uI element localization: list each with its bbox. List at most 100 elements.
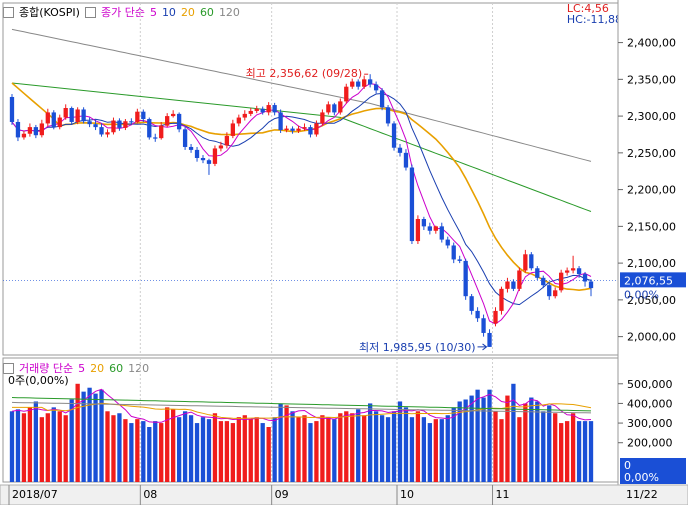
candle-body: [242, 113, 247, 118]
candle-body: [129, 121, 134, 123]
volume-bar: [517, 417, 522, 482]
volume-bar: [427, 423, 432, 482]
volume-bar: [93, 393, 98, 482]
volume-bar: [451, 407, 456, 482]
candle-body: [87, 121, 92, 125]
volume-bar: [21, 413, 27, 482]
x-tick-label-end: 11/22: [626, 488, 658, 501]
candle-body: [445, 239, 450, 246]
candle-body: [224, 135, 230, 146]
candle-body: [218, 145, 224, 149]
volume-tick-label: 200,000: [627, 437, 673, 450]
candle-body: [171, 113, 176, 117]
ma60-line: [11, 82, 592, 212]
volume-bar: [182, 411, 188, 482]
candle-body: [123, 121, 128, 128]
volume-bar: [296, 417, 301, 482]
hc-value: HC:-11,88: [566, 13, 622, 26]
x-axis-strip: [0, 484, 688, 505]
volume-bar: [224, 421, 230, 482]
candle-body: [576, 268, 582, 275]
volume-bar: [338, 413, 343, 482]
candle-body: [421, 219, 427, 227]
candle-body: [547, 285, 552, 297]
candle-body: [499, 288, 504, 311]
volume-bar: [278, 403, 283, 482]
volume-bar: [332, 419, 337, 482]
ma10-line: [11, 92, 592, 306]
candle-body: [415, 219, 421, 242]
candle-body: [165, 116, 170, 126]
ma-period-20: 20: [180, 5, 195, 19]
candle-body: [523, 254, 528, 271]
volume-bar: [194, 423, 200, 482]
volume-bar: [379, 415, 385, 482]
volume-bar: [188, 415, 194, 482]
candle-body: [278, 112, 283, 131]
price-tick-label: 2,150,00: [627, 220, 676, 233]
candle-body: [188, 146, 194, 150]
candle-body: [511, 281, 516, 289]
ma20-line: [11, 82, 592, 292]
volume-bar: [314, 421, 319, 482]
candle-body: [45, 112, 50, 124]
volume-bar: [362, 415, 367, 482]
volume-bar: [105, 411, 110, 482]
vol-ma-period-5: 5: [78, 361, 86, 375]
volume-bar: [135, 419, 140, 482]
ma-toggle-box[interactable]: [84, 6, 96, 18]
volume-bar: [159, 423, 164, 482]
volume-bar: [367, 403, 373, 482]
volume-series-label[interactable]: 거래량 단순: [19, 362, 74, 375]
candle-body: [21, 133, 27, 138]
ma-series-label[interactable]: 종가 단순: [100, 6, 145, 19]
volume-bar: [147, 427, 152, 482]
volume-bar: [87, 387, 92, 482]
volume-bar: [290, 411, 295, 482]
candle-body: [9, 96, 15, 122]
volume-bar: [260, 423, 265, 482]
candle-body: [451, 245, 456, 260]
candle-body: [588, 281, 594, 289]
price-tick-label: 2,300,00: [627, 110, 676, 123]
volume-bar: [481, 397, 486, 482]
volume-ma5-line: [11, 388, 592, 423]
volume-bar: [344, 411, 349, 482]
index-name[interactable]: 종합(KOSPI): [19, 6, 80, 19]
volume-bar: [564, 421, 570, 482]
volume-bar: [27, 407, 33, 482]
candle-body: [535, 268, 540, 278]
candle-body: [308, 127, 313, 135]
volume-ma120-line: [11, 401, 592, 414]
volume-bar: [63, 415, 68, 482]
price-tick-label: 2,000,00: [627, 331, 676, 344]
volume-bar: [541, 411, 546, 482]
volume-bar: [493, 411, 498, 482]
volume-bar: [439, 419, 444, 482]
ma5-line: [11, 83, 592, 325]
volume-bar: [457, 401, 462, 482]
volume-bar: [69, 399, 74, 482]
candle-body: [397, 147, 403, 153]
candle-body: [117, 120, 122, 128]
volume-bar: [242, 415, 247, 482]
candle-body: [541, 277, 546, 286]
candle-body: [302, 127, 307, 129]
candle-body: [266, 105, 271, 113]
candle-body: [362, 79, 367, 87]
candle-body: [350, 81, 355, 87]
candle-body: [314, 123, 319, 135]
candle-body: [320, 112, 325, 124]
candle-body: [517, 270, 522, 289]
ma120-line: [11, 28, 592, 162]
ma-period-60: 60: [199, 5, 214, 19]
candle-body: [212, 148, 218, 164]
volume-bar: [553, 413, 558, 482]
candle-body: [367, 79, 373, 85]
candle-body: [27, 127, 33, 134]
current-price-tag: [620, 272, 686, 288]
candle-body: [433, 226, 438, 231]
vol-ma-period-60: 60: [109, 361, 124, 375]
volume-bar: [385, 417, 391, 482]
